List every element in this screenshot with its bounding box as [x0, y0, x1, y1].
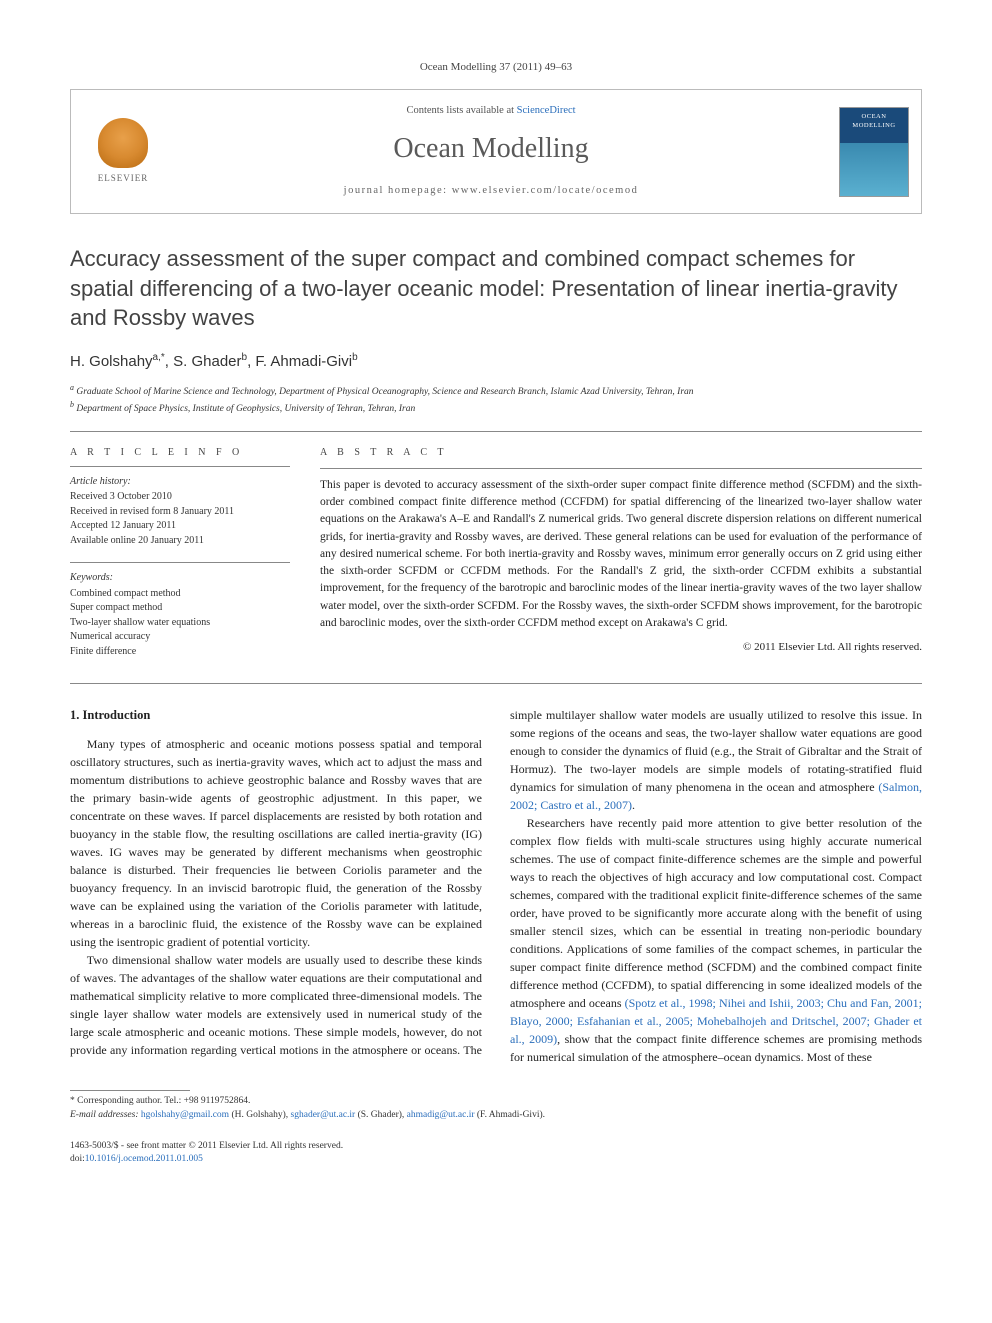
- article-history-block: Article history: Received 3 October 2010…: [70, 475, 290, 549]
- email-addresses: E-mail addresses: hgolshahy@gmail.com (H…: [70, 1109, 922, 1122]
- journal-name: Ocean Modelling: [181, 129, 801, 168]
- author-3[interactable]: F. Ahmadi-Givi: [255, 353, 352, 370]
- front-matter-line: 1463-5003/$ - see front matter © 2011 El…: [70, 1140, 922, 1153]
- keyword: Numerical accuracy: [70, 630, 290, 645]
- cover-label: OCEAN MODELLING: [840, 108, 908, 130]
- homepage-prefix: journal homepage:: [344, 185, 452, 196]
- page-footer: 1463-5003/$ - see front matter © 2011 El…: [70, 1140, 922, 1167]
- elsevier-tree-icon: [98, 118, 148, 168]
- divider: [70, 683, 922, 684]
- history-received: Received 3 October 2010: [70, 490, 290, 505]
- keyword: Super compact method: [70, 601, 290, 616]
- article-info-column: A R T I C L E I N F O Article history: R…: [70, 446, 290, 674]
- keywords-label: Keywords:: [70, 571, 290, 586]
- section-1-heading: 1. Introduction: [70, 706, 482, 725]
- author-2-sup: b: [242, 352, 248, 363]
- doi-link[interactable]: 10.1016/j.ocemod.2011.01.005: [85, 1154, 203, 1164]
- journal-cover-thumbnail[interactable]: OCEAN MODELLING: [839, 107, 909, 197]
- affiliation-b: b Department of Space Physics, Institute…: [70, 399, 922, 416]
- journal-header: ELSEVIER Contents lists available at Sci…: [70, 89, 922, 214]
- abstract-column: A B S T R A C T This paper is devoted to…: [320, 446, 922, 674]
- keyword: Combined compact method: [70, 587, 290, 602]
- history-label: Article history:: [70, 475, 290, 490]
- body-paragraph: Researchers have recently paid more atte…: [510, 814, 922, 1066]
- author-1-sup: a,*: [153, 352, 165, 363]
- author-3-sup: b: [352, 352, 358, 363]
- body-paragraph: Many types of atmospheric and oceanic mo…: [70, 735, 482, 951]
- history-online: Available online 20 January 2011: [70, 534, 290, 549]
- abstract-text: This paper is devoted to accuracy assess…: [320, 477, 922, 632]
- affiliations: a Graduate School of Marine Science and …: [70, 382, 922, 417]
- email-link[interactable]: sghader@ut.ac.ir: [291, 1110, 356, 1120]
- article-title: Accuracy assessment of the super compact…: [70, 244, 922, 333]
- body-text: 1. Introduction Many types of atmospheri…: [70, 706, 922, 1066]
- email-link[interactable]: hgolshahy@gmail.com: [141, 1110, 229, 1120]
- abstract-copyright: © 2011 Elsevier Ltd. All rights reserved…: [320, 640, 922, 655]
- publisher-label: ELSEVIER: [98, 172, 149, 185]
- email-link[interactable]: ahmadig@ut.ac.ir: [407, 1110, 475, 1120]
- keyword: Two-layer shallow water equations: [70, 616, 290, 631]
- homepage-line: journal homepage: www.elsevier.com/locat…: [181, 184, 801, 199]
- contents-prefix: Contents lists available at: [406, 105, 516, 116]
- author-1[interactable]: H. Golshahy: [70, 353, 153, 370]
- footnotes: * Corresponding author. Tel.: +98 911975…: [70, 1084, 922, 1122]
- authors: H. Golshahya,*, S. Ghaderb, F. Ahmadi-Gi…: [70, 351, 922, 372]
- keywords-block: Keywords: Combined compact method Super …: [70, 571, 290, 659]
- affiliation-a: a Graduate School of Marine Science and …: [70, 382, 922, 399]
- keyword: Finite difference: [70, 645, 290, 660]
- abstract-heading: A B S T R A C T: [320, 446, 922, 460]
- article-info-heading: A R T I C L E I N F O: [70, 446, 290, 460]
- contents-line: Contents lists available at ScienceDirec…: [181, 104, 801, 119]
- journal-reference: Ocean Modelling 37 (2011) 49–63: [70, 60, 922, 75]
- divider: [70, 431, 922, 432]
- history-revised: Received in revised form 8 January 2011: [70, 505, 290, 520]
- author-2[interactable]: S. Ghader: [173, 353, 241, 370]
- sciencedirect-link[interactable]: ScienceDirect: [517, 105, 576, 116]
- elsevier-logo[interactable]: ELSEVIER: [83, 112, 163, 192]
- history-accepted: Accepted 12 January 2011: [70, 519, 290, 534]
- homepage-url[interactable]: www.elsevier.com/locate/ocemod: [452, 185, 639, 196]
- doi-prefix: doi:: [70, 1154, 85, 1164]
- corresponding-author: * Corresponding author. Tel.: +98 911975…: [70, 1095, 922, 1108]
